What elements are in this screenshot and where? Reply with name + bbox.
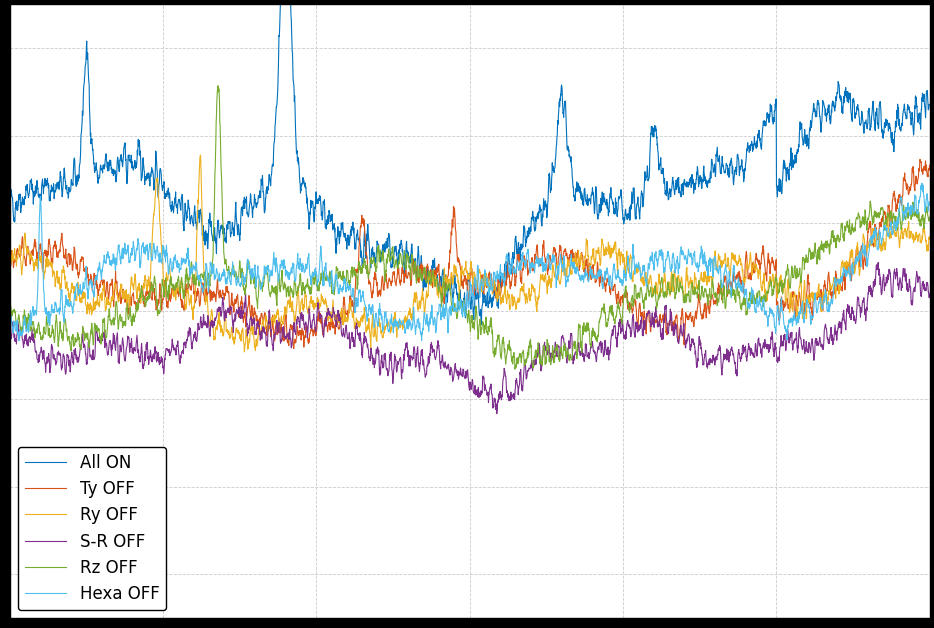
- Hexa OFF: [807, 314, 818, 322]
- All ON: [397, 246, 408, 254]
- Hexa OFF: [4, 316, 15, 323]
- Hexa OFF: [163, 261, 175, 269]
- Rz OFF: [109, 315, 120, 323]
- Hexa OFF: [109, 258, 120, 266]
- Ry OFF: [906, 234, 917, 241]
- Rz OFF: [357, 261, 368, 268]
- Rz OFF: [924, 214, 934, 221]
- Rz OFF: [4, 300, 15, 307]
- Hexa OFF: [924, 198, 934, 205]
- S-R OFF: [397, 366, 408, 374]
- Ry OFF: [109, 279, 120, 286]
- All ON: [163, 195, 175, 202]
- Rz OFF: [807, 248, 818, 256]
- S-R OFF: [924, 290, 934, 298]
- Hexa OFF: [916, 180, 927, 187]
- Rz OFF: [163, 289, 175, 296]
- S-R OFF: [906, 301, 917, 309]
- S-R OFF: [109, 337, 120, 345]
- S-R OFF: [4, 320, 15, 327]
- Hexa OFF: [357, 288, 368, 295]
- Rz OFF: [509, 365, 520, 373]
- S-R OFF: [491, 410, 502, 418]
- Line: Ry OFF: Ry OFF: [9, 155, 929, 352]
- All ON: [906, 109, 917, 116]
- Rz OFF: [212, 82, 223, 90]
- All ON: [357, 260, 368, 268]
- Line: S-R OFF: S-R OFF: [9, 263, 929, 414]
- Ty OFF: [288, 345, 299, 352]
- S-R OFF: [807, 342, 818, 349]
- Line: Rz OFF: Rz OFF: [9, 86, 929, 369]
- Rz OFF: [397, 263, 408, 270]
- Ry OFF: [163, 261, 175, 269]
- Ty OFF: [914, 156, 926, 163]
- S-R OFF: [872, 259, 884, 266]
- All ON: [4, 198, 15, 206]
- Ry OFF: [195, 151, 206, 159]
- Rz OFF: [906, 213, 917, 220]
- Ry OFF: [239, 348, 250, 355]
- Legend: All ON, Ty OFF, Ry OFF, S-R OFF, Rz OFF, Hexa OFF: All ON, Ty OFF, Ry OFF, S-R OFF, Rz OFF,…: [18, 447, 166, 610]
- Ty OFF: [906, 178, 917, 185]
- Ty OFF: [4, 263, 15, 270]
- Ty OFF: [109, 286, 120, 293]
- Hexa OFF: [397, 320, 408, 328]
- Hexa OFF: [906, 203, 917, 210]
- All ON: [807, 109, 818, 116]
- All ON: [475, 321, 487, 328]
- Ry OFF: [4, 246, 15, 254]
- Ty OFF: [357, 217, 368, 225]
- S-R OFF: [163, 347, 175, 355]
- Line: Ty OFF: Ty OFF: [9, 160, 929, 349]
- Ry OFF: [358, 313, 369, 321]
- Hexa OFF: [13, 337, 24, 345]
- Ty OFF: [163, 292, 175, 300]
- Ry OFF: [397, 322, 408, 329]
- Ty OFF: [807, 306, 818, 314]
- Ty OFF: [397, 270, 408, 278]
- Ry OFF: [807, 289, 818, 296]
- Ty OFF: [924, 161, 934, 169]
- Line: Hexa OFF: Hexa OFF: [9, 183, 929, 341]
- All ON: [924, 100, 934, 108]
- All ON: [109, 170, 120, 177]
- Ry OFF: [924, 233, 934, 241]
- S-R OFF: [357, 354, 368, 361]
- Line: All ON: All ON: [9, 0, 929, 325]
